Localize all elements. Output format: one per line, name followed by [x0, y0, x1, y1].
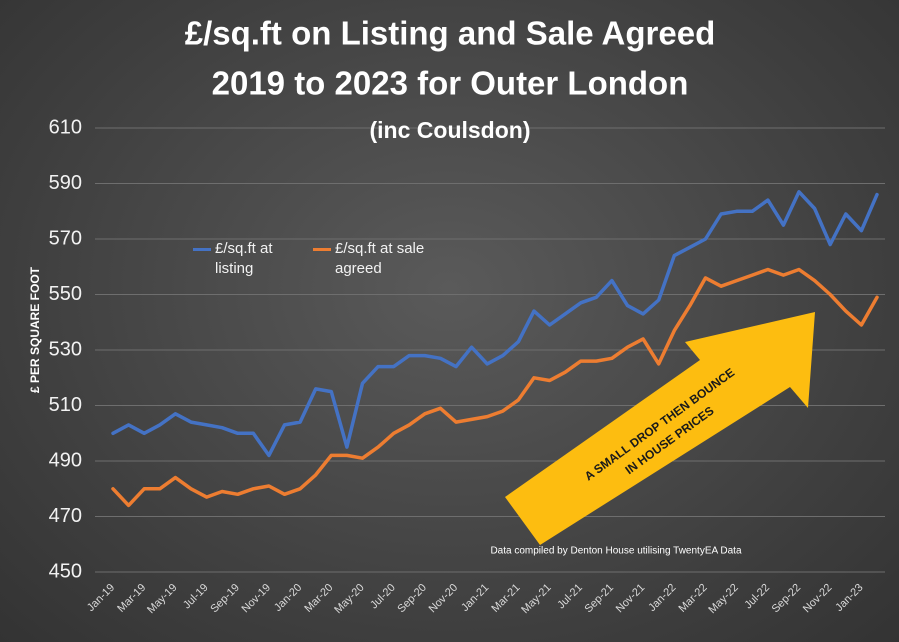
x-tick-label: Jan-23 — [833, 582, 865, 614]
x-tick-label: May-19 — [145, 582, 179, 616]
x-tick-label: Mar-22 — [677, 582, 710, 615]
x-tick-label: Jan-22 — [646, 582, 678, 614]
y-tick-label: 590 — [49, 172, 82, 194]
source-note: Data compiled by Denton House utilising … — [490, 546, 742, 557]
y-tick-label: 510 — [49, 394, 82, 416]
x-tick-label: Sep-19 — [208, 582, 242, 616]
series-line — [111, 267, 879, 508]
y-tick-label: 550 — [49, 283, 82, 305]
legend-item: £/sq.ft at listing — [193, 239, 315, 279]
trend-arrow — [505, 312, 815, 545]
x-tick-label: Mar-20 — [302, 582, 335, 615]
series-line — [111, 190, 879, 458]
x-tick-label: Jul-19 — [181, 582, 211, 612]
x-tick-label: May-22 — [706, 582, 740, 616]
x-tick-label: May-21 — [519, 582, 553, 616]
y-tick-label: 610 — [49, 116, 82, 138]
y-tick-label: 490 — [49, 449, 82, 471]
x-tick-label: Jan-20 — [272, 582, 304, 614]
x-tick-label: Nov-22 — [801, 582, 835, 616]
x-tick-label: Nov-21 — [614, 582, 648, 616]
legend-label: £/sq.ft at sale agreed — [335, 240, 425, 277]
x-tick-label: Nov-19 — [240, 582, 274, 616]
x-tick-label: Sep-20 — [395, 582, 429, 616]
chart-subtitle: (inc Coulsdon) — [370, 117, 531, 143]
legend-item: £/sq.ft at sale agreed — [313, 239, 435, 279]
x-tick-label: Mar-19 — [115, 582, 148, 615]
x-tick-label: Sep-21 — [583, 582, 617, 616]
x-tick-label: Jul-20 — [368, 582, 398, 612]
x-tick-label: Jul-22 — [742, 582, 772, 612]
y-tick-label: 570 — [49, 227, 82, 249]
x-tick-label: Jan-19 — [85, 582, 117, 614]
x-tick-label: Mar-21 — [489, 582, 522, 615]
chart-title: £/sq.ft on Listing and Sale Agreed — [185, 15, 716, 52]
x-tick-label: Jan-21 — [459, 582, 491, 614]
legend-label: £/sq.ft at listing — [215, 240, 273, 277]
x-tick-label: Sep-22 — [770, 582, 804, 616]
legend-swatch — [313, 248, 331, 251]
y-tick-label: 450 — [49, 560, 82, 582]
chart-title: 2019 to 2023 for Outer London — [212, 65, 689, 102]
y-tick-label: 470 — [49, 505, 82, 527]
legend-swatch — [193, 248, 211, 251]
y-tick-label: 530 — [49, 338, 82, 360]
x-tick-label: Nov-20 — [427, 582, 461, 616]
y-axis-title: £ PER SQUARE FOOT — [28, 266, 42, 393]
x-tick-label: May-20 — [332, 582, 366, 616]
x-tick-label: Jul-21 — [555, 582, 585, 612]
